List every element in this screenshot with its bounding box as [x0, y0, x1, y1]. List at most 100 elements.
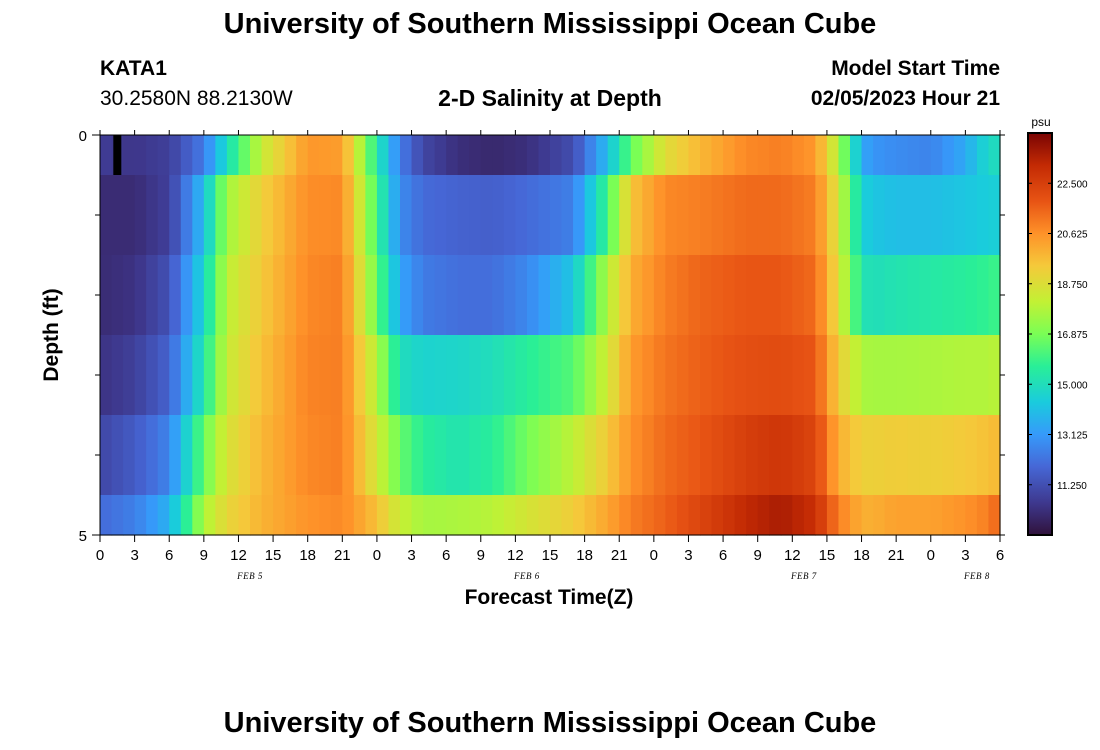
heatmap-cell — [942, 175, 955, 256]
heatmap-cell — [688, 495, 701, 536]
heatmap-cell — [273, 255, 286, 336]
heatmap-cell — [861, 495, 874, 536]
heatmap-cell — [873, 335, 886, 416]
heatmap-cell — [169, 175, 182, 256]
heatmap-cell — [815, 495, 828, 536]
heatmap-cell — [226, 335, 240, 416]
date-label: FEB 8 — [963, 571, 990, 581]
colorbar-tick-label: 18.750 — [1057, 280, 1088, 291]
heatmap-cell — [342, 175, 355, 256]
heatmap-cell — [573, 415, 586, 496]
heatmap-cell — [861, 255, 874, 336]
heatmap-cell — [965, 175, 978, 256]
heatmap-cell — [976, 335, 990, 416]
heatmap-cell — [319, 415, 332, 496]
heatmap-cell — [273, 175, 286, 256]
heatmap-cell — [203, 175, 216, 256]
heatmap-cell — [700, 255, 713, 336]
heatmap-cell — [273, 495, 286, 536]
heatmap-cell — [792, 415, 805, 496]
heatmap-cell — [319, 135, 332, 176]
heatmap-cell — [100, 175, 113, 256]
heatmap-cell — [100, 255, 113, 336]
heatmap-cell — [884, 495, 897, 536]
heatmap-cell — [619, 135, 632, 176]
heatmap-cell — [446, 255, 459, 336]
heatmap-cell — [584, 175, 597, 256]
heatmap-cell — [123, 135, 136, 176]
heatmap-cell — [976, 135, 990, 176]
heatmap-cell — [157, 135, 170, 176]
heatmap-cell — [919, 495, 932, 536]
heatmap-cell — [515, 335, 528, 416]
heatmap-cell — [734, 495, 747, 536]
heatmap-cell — [169, 415, 182, 496]
heatmap-cell — [942, 415, 955, 496]
heatmap-cell — [376, 495, 390, 536]
heatmap-cell — [803, 175, 816, 256]
heatmap-cell — [746, 495, 759, 536]
heatmap-cell — [596, 135, 609, 176]
heatmap-cell — [596, 335, 609, 416]
heatmap-cell — [873, 175, 886, 256]
heatmap-cell — [607, 495, 620, 536]
heatmap-cell — [388, 175, 401, 256]
heatmap-cell — [469, 175, 482, 256]
heatmap-cell — [180, 175, 193, 256]
heatmap-cell — [503, 255, 516, 336]
heatmap-cell — [342, 135, 355, 176]
heatmap-cell — [976, 255, 990, 336]
heatmap-cell — [307, 495, 320, 536]
heatmap-cell — [596, 495, 609, 536]
heatmap-cell — [353, 255, 366, 336]
colorbar-tick-label: 11.250 — [1057, 481, 1087, 492]
heatmap-cell — [653, 415, 666, 496]
x-tick-label: 12 — [507, 547, 524, 564]
heatmap-cell — [573, 255, 586, 336]
heatmap-cell — [734, 135, 747, 176]
heatmap-cell — [584, 335, 597, 416]
heatmap-cell — [146, 175, 159, 256]
heatmap-cell — [526, 495, 540, 536]
heatmap-cell — [353, 135, 366, 176]
heatmap-cell — [342, 495, 355, 536]
heatmap-cell — [180, 415, 193, 496]
colorbar-tick-label: 20.625 — [1057, 230, 1088, 241]
heatmap-cell — [884, 135, 897, 176]
heatmap-cell — [446, 335, 459, 416]
heatmap-cell — [861, 415, 874, 496]
colorbar-tick-label: 15.000 — [1057, 380, 1088, 391]
x-tick-label: 6 — [442, 547, 450, 564]
heatmap-cell — [250, 495, 263, 536]
heatmap-cell — [711, 335, 724, 416]
heatmap-cell — [700, 175, 713, 256]
heatmap-cell — [469, 255, 482, 336]
heatmap-cell — [953, 135, 966, 176]
heatmap-cell — [330, 255, 343, 336]
heatmap-cell — [757, 255, 770, 336]
heatmap-cell — [573, 495, 586, 536]
heatmap-cell — [850, 335, 863, 416]
heatmap-cell — [376, 415, 390, 496]
heatmap-cell — [965, 255, 978, 336]
x-tick-label: 12 — [230, 547, 247, 564]
heatmap-cell — [930, 335, 943, 416]
heatmap-cell — [538, 495, 551, 536]
heatmap-cell — [688, 415, 701, 496]
heatmap-cell — [457, 135, 470, 176]
heatmap-cell — [838, 135, 851, 176]
heatmap-cell — [296, 415, 309, 496]
x-tick-label: 15 — [819, 547, 836, 564]
heatmap-cell — [203, 495, 216, 536]
heatmap-cell — [757, 415, 770, 496]
heatmap-cell — [192, 415, 205, 496]
heatmap-cell — [803, 335, 816, 416]
heatmap-cell — [261, 255, 274, 336]
heatmap-cell — [780, 335, 793, 416]
x-tick-label: 6 — [996, 547, 1004, 564]
x-tick-label: 21 — [334, 547, 351, 564]
heatmap-cell — [134, 335, 147, 416]
heatmap-cell — [123, 255, 136, 336]
x-tick-label: 18 — [576, 547, 593, 564]
heatmap-cell — [769, 415, 782, 496]
